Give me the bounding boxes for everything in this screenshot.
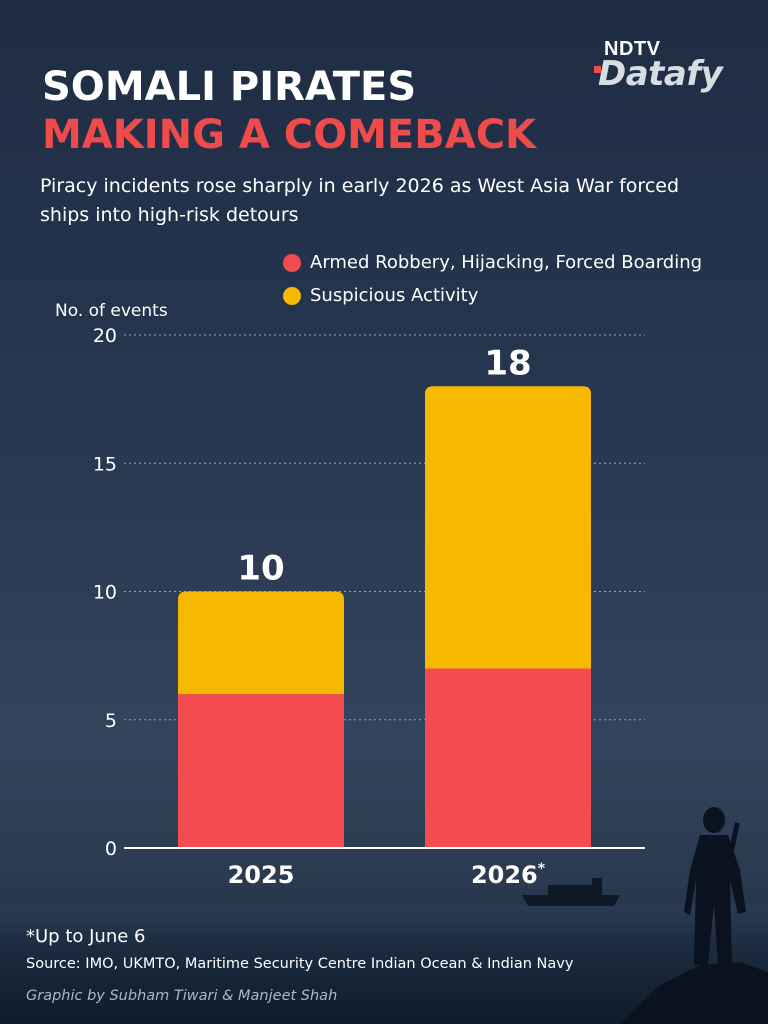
legend-swatch-armed	[283, 253, 301, 272]
chart-subtitle: Piracy incidents rose sharply in early 2…	[40, 175, 680, 226]
sea-background	[0, 905, 768, 1024]
bar-total-label-2025: 10	[237, 549, 284, 589]
y-tick-label-20: 20	[93, 325, 117, 347]
stacked-bar-chart: No. of events 0 5 10 15 20 10 2025 18 2026*	[55, 301, 645, 889]
x-tick-footnote-mark: *	[538, 861, 546, 877]
logo-ndtv-text: NDTV	[604, 38, 661, 60]
legend-item-suspicious: Suspicious Activity	[283, 279, 702, 312]
cargo-ship-icon	[522, 878, 620, 906]
bar-segment-2025-1	[178, 591, 344, 695]
bar-segment-2026-1	[425, 386, 591, 669]
legend-label-armed: Armed Robbery, Hijacking, Forced Boardin…	[310, 252, 703, 273]
legend-label-suspicious: Suspicious Activity	[310, 285, 479, 306]
chart-legend: Armed Robbery, Hijacking, Forced Boardin…	[283, 246, 702, 312]
graphic-credit: Graphic by Subham Tiwari & Manjeet Shah	[26, 988, 338, 1004]
y-tick-label-0: 0	[105, 838, 117, 860]
title-line-1: SOMALI PIRATES	[42, 64, 417, 110]
y-tick-label-15: 15	[93, 453, 117, 475]
logo-datafy-text: Datafy	[598, 54, 723, 94]
y-tick-label-10: 10	[93, 582, 117, 604]
ndtv-datafy-logo: NDTV Datafy	[594, 38, 738, 102]
y-axis-title: No. of events	[55, 301, 168, 321]
logo-dot	[594, 66, 601, 73]
y-tick-label-5: 5	[105, 710, 117, 732]
title-line-2: MAKING A COMEBACK	[42, 112, 537, 158]
footnote: *Up to June 6	[26, 926, 146, 947]
bar-total-label-2026: 18	[484, 343, 531, 383]
source-note: Source: IMO, UKMTO, Maritime Security Ce…	[26, 956, 574, 972]
legend-item-armed: Armed Robbery, Hijacking, Forced Boardin…	[283, 246, 702, 279]
x-tick-label-2025: 2025	[228, 861, 295, 889]
bar-segment-2025-0	[178, 694, 344, 848]
pirate-silhouette-icon	[620, 807, 768, 1024]
x-tick-label-2026: 2026*	[471, 861, 546, 889]
legend-swatch-suspicious	[283, 286, 301, 305]
bar-segment-2026-0	[425, 668, 591, 848]
